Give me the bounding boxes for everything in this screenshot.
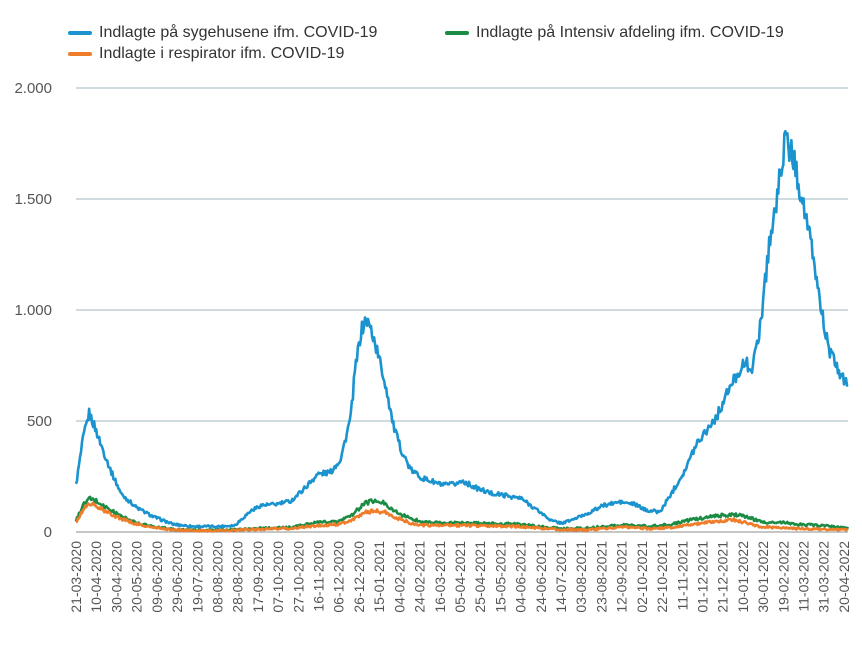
x-tick-label: 05-04-2021 [452,541,468,613]
x-tick-label: 19-02-2022 [775,541,791,613]
x-tick-label: 09-06-2020 [149,541,165,613]
x-tick-label: 01-12-2021 [694,541,710,613]
y-tick-label: 500 [27,413,52,430]
x-tick-label: 12-09-2021 [614,541,630,613]
x-tick-label: 16-03-2021 [432,541,448,613]
series-line-hospitalized [74,129,849,529]
x-tick-label: 30-01-2022 [755,541,771,613]
legend-item-respirator: Indlagte i respirator ifm. COVID-19 [68,45,344,63]
legend-swatch-intensive [445,31,469,35]
legend-item-intensive: Indlagte på Intensiv afdeling ifm. COVID… [445,24,784,42]
legend-item-hospitalized: Indlagte på sygehusene ifm. COVID-19 [68,24,377,42]
y-tick-label: 1.000 [14,302,52,319]
legend-label-intensive: Indlagte på Intensiv afdeling ifm. COVID… [476,24,784,41]
x-tick-label: 10-04-2020 [88,541,104,613]
x-tick-label: 21-03-2020 [68,541,84,613]
x-tick-label: 28-08-2020 [230,541,246,613]
y-tick-label: 1.500 [14,191,52,208]
x-tick-label: 03-08-2021 [573,541,589,613]
legend-swatch-respirator [68,52,92,56]
x-tick-label: 11-03-2022 [796,541,812,612]
x-tick-label: 15-05-2021 [492,541,508,613]
x-tick-label: 06-12-2020 [331,541,347,613]
legend-swatch-hospitalized [68,31,92,35]
x-tick-label: 21-12-2021 [715,541,731,613]
x-tick-label: 19-07-2020 [189,541,205,613]
x-tick-label: 24-02-2021 [412,541,428,613]
x-tick-label: 08-08-2020 [209,541,225,613]
x-tick-label: 31-03-2022 [816,541,832,613]
x-tick-label: 27-10-2020 [290,541,306,613]
x-tick-label: 17-09-2020 [250,541,266,613]
y-tick-label: 2.000 [14,80,52,97]
x-tick-label: 15-01-2021 [371,541,387,613]
x-tick-label: 23-08-2021 [593,541,609,613]
x-tick-label: 26-12-2020 [351,541,367,613]
x-tick-label: 04-02-2021 [391,541,407,613]
x-tick-label: 24-06-2021 [533,541,549,613]
x-tick-label: 04-06-2021 [513,541,529,613]
y-tick-label: 0 [44,524,52,541]
x-tick-label: 02-10-2021 [634,541,650,613]
x-tick-label: 07-10-2020 [270,541,286,613]
x-tick-label: 29-06-2020 [169,541,185,613]
series-line-respirator [75,501,849,533]
x-tick-label: 25-04-2021 [472,541,488,613]
x-tick-label: 20-04-2022 [836,541,852,613]
x-tick-label: 22-10-2021 [654,541,670,613]
x-tick-label: 10-01-2022 [735,541,751,613]
legend-label-respirator: Indlagte i respirator ifm. COVID-19 [99,45,345,62]
x-tick-label: 16-11-2020 [311,541,327,612]
x-tick-label: 20-05-2020 [129,541,145,613]
legend-label-hospitalized: Indlagte på sygehusene ifm. COVID-19 [99,24,378,41]
x-tick-label: 14-07-2021 [553,541,569,613]
x-tick-label: 30-04-2020 [108,541,124,613]
x-tick-label: 11-11-2021 [674,541,690,611]
